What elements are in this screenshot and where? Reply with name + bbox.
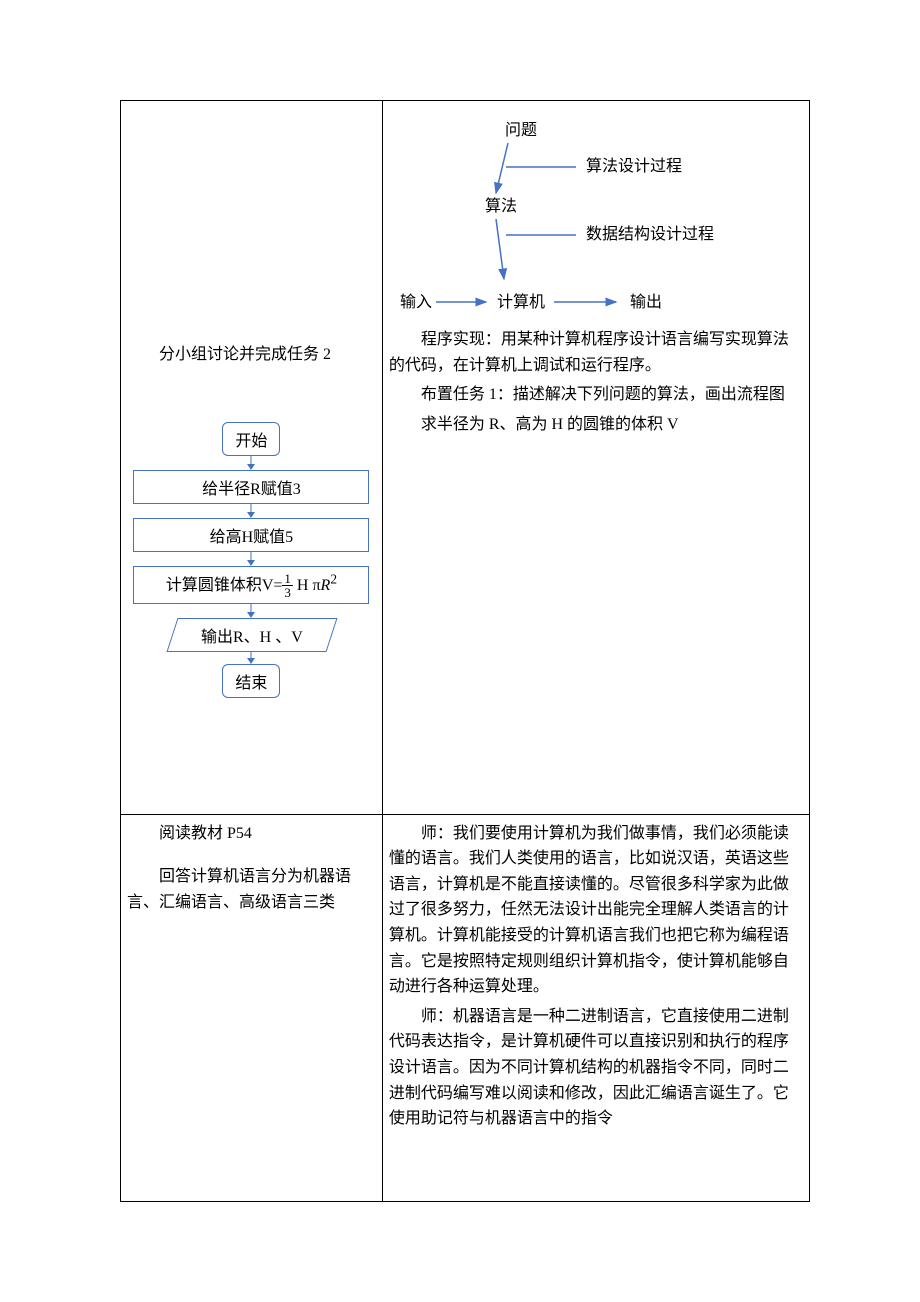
dia-arrow-icon bbox=[496, 219, 504, 279]
layout-table: 分小组讨论并完成任务 2 开始 给半径R赋值3 给高H赋值5 计算圆锥体积V=1… bbox=[120, 100, 810, 1202]
flow-arrow-icon bbox=[245, 650, 257, 664]
flow-step3-R: R bbox=[321, 577, 331, 594]
read-reference: 阅读教材 P54 bbox=[127, 821, 376, 847]
fraction-icon: 13 bbox=[282, 572, 293, 599]
task1-line-a: 布置任务 1：描述解决下列问题的算法，画出流程图 bbox=[389, 382, 803, 408]
task1-line-b: 求半径为 R、高为 H 的圆锥的体积 V bbox=[389, 412, 803, 438]
cell-right-2: 师：我们要使用计算机为我们做事情，我们必须能读懂的语言。我们人类使用的语言，比如… bbox=[382, 814, 809, 1201]
dia-input: 输入 bbox=[400, 293, 432, 311]
flow-arrow-icon bbox=[245, 504, 257, 518]
cell-left-1: 分小组讨论并完成任务 2 开始 给半径R赋值3 给高H赋值5 计算圆锥体积V=1… bbox=[121, 101, 383, 815]
dia-problem: 问题 bbox=[505, 121, 537, 139]
flow-step3-prefix: 计算圆锥体积V= bbox=[166, 577, 283, 594]
dia-output: 输出 bbox=[630, 293, 662, 311]
flowchart: 开始 给半径R赋值3 给高H赋值5 计算圆锥体积V=13 H πR2 输出R、H… bbox=[127, 422, 376, 699]
teacher-para-1: 师：我们要使用计算机为我们做事情，我们必须能读懂的语言。我们人类使用的语言，比如… bbox=[389, 821, 803, 1000]
flow-output: 输出R、H 、V bbox=[166, 618, 337, 652]
frac-num: 1 bbox=[282, 572, 293, 586]
flow-arrow-icon bbox=[245, 604, 257, 618]
dia-computer: 计算机 bbox=[497, 292, 545, 311]
flow-arrow-icon bbox=[245, 456, 257, 470]
dia-algorithm: 算法 bbox=[485, 196, 517, 215]
task2-heading: 分小组讨论并完成任务 2 bbox=[127, 342, 376, 368]
dia-arrow-icon bbox=[496, 143, 508, 193]
teacher-para-2: 师：机器语言是一种二进制语言，它直接使用二进制代码表达指令，是计算机硬件可以直接… bbox=[389, 1004, 803, 1132]
dia-label1: 算法设计过程 bbox=[586, 156, 682, 175]
flow-step2: 给高H赋值5 bbox=[133, 518, 369, 552]
cell-right-1: 问题 算法设计过程 算法 数据结构设计过程 输入 计算机 输出 程序实现：用某种… bbox=[382, 101, 809, 815]
concept-diagram: 问题 算法设计过程 算法 数据结构设计过程 输入 计算机 输出 bbox=[396, 107, 796, 327]
flow-end: 结束 bbox=[222, 664, 280, 698]
para-implementation: 程序实现：用某种计算机程序设计语言编写实现算法的代码，在计算机上调试和运行程序。 bbox=[389, 327, 803, 378]
flow-step1: 给半径R赋值3 bbox=[133, 470, 369, 504]
flow-step3-sq: 2 bbox=[330, 571, 337, 586]
answer-text: 回答计算机语言分为机器语言、汇编语言、高级语言三类 bbox=[127, 864, 376, 915]
page: 分小组讨论并完成任务 2 开始 给半径R赋值3 给高H赋值5 计算圆锥体积V=1… bbox=[0, 0, 920, 1302]
flow-step3: 计算圆锥体积V=13 H πR2 bbox=[133, 566, 369, 605]
frac-den: 3 bbox=[282, 586, 293, 599]
dia-label2: 数据结构设计过程 bbox=[586, 225, 714, 243]
flow-arrow-icon bbox=[245, 552, 257, 566]
flow-step3-mid: H π bbox=[293, 577, 321, 594]
cell-left-2: 阅读教材 P54 回答计算机语言分为机器语言、汇编语言、高级语言三类 bbox=[121, 814, 383, 1201]
flow-io-wrap: 输出R、H 、V bbox=[127, 618, 376, 650]
flow-start: 开始 bbox=[222, 422, 280, 456]
flow-output-text: 输出R、H 、V bbox=[201, 623, 303, 647]
